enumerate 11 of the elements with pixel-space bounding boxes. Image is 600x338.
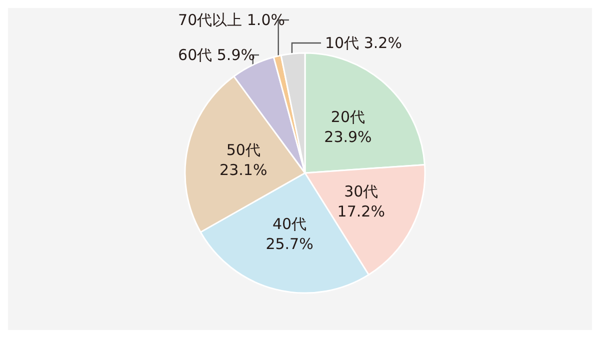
data-label: 23.9% xyxy=(324,128,372,146)
slice-label: 10代 3.2% xyxy=(325,34,402,52)
data-label: 17.2% xyxy=(337,202,385,221)
slice-label: 60代 5.9% xyxy=(178,46,255,64)
data-label: 23.1% xyxy=(220,160,268,179)
slice-label: 70代以上 1.0% xyxy=(178,11,285,29)
slice-label: 20代 xyxy=(330,108,366,126)
slice-label: 50代 xyxy=(226,140,260,159)
slice-label: 40代 xyxy=(272,215,307,234)
slice-label: 30代 xyxy=(344,182,378,201)
data-label: 25.7% xyxy=(266,235,314,254)
